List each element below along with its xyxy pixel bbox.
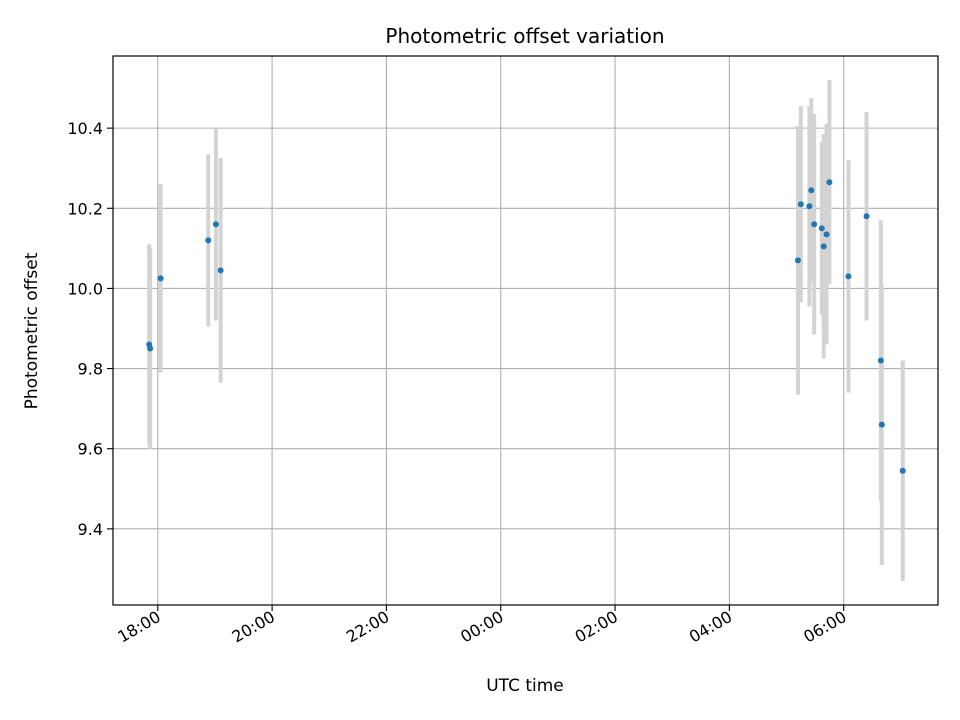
y-tick-label: 9.6	[78, 440, 103, 459]
data-point	[794, 257, 801, 264]
data-point	[820, 243, 827, 250]
y-tick-label: 9.4	[78, 520, 103, 539]
point-layer	[146, 179, 906, 474]
y-tick-label: 10.0	[67, 279, 103, 298]
data-point	[845, 273, 852, 280]
y-axis-title: Photometric offset	[22, 252, 42, 409]
y-tick-label: 9.8	[78, 360, 103, 379]
data-point	[811, 221, 818, 228]
data-point	[823, 231, 830, 238]
data-point	[818, 225, 825, 232]
data-point	[806, 203, 813, 210]
plot-frame	[112, 55, 939, 606]
x-axis-title: UTC time	[486, 676, 564, 696]
data-point	[157, 275, 164, 282]
data-point	[877, 357, 884, 364]
y-tick-label: 10.4	[67, 119, 103, 138]
y-tick-label: 10.2	[67, 199, 103, 218]
data-point	[217, 267, 224, 274]
data-point	[205, 237, 212, 244]
data-point	[212, 221, 219, 228]
y-axis: 9.4 9.6 9.8 10.0 10.2 10.4	[67, 119, 113, 539]
data-point	[826, 179, 833, 186]
data-point	[147, 345, 154, 352]
data-point	[863, 213, 870, 220]
chart-title: Photometric offset variation	[385, 24, 664, 48]
data-point	[899, 467, 906, 474]
data-point	[797, 201, 804, 208]
data-point	[878, 421, 885, 428]
data-point	[808, 187, 815, 194]
